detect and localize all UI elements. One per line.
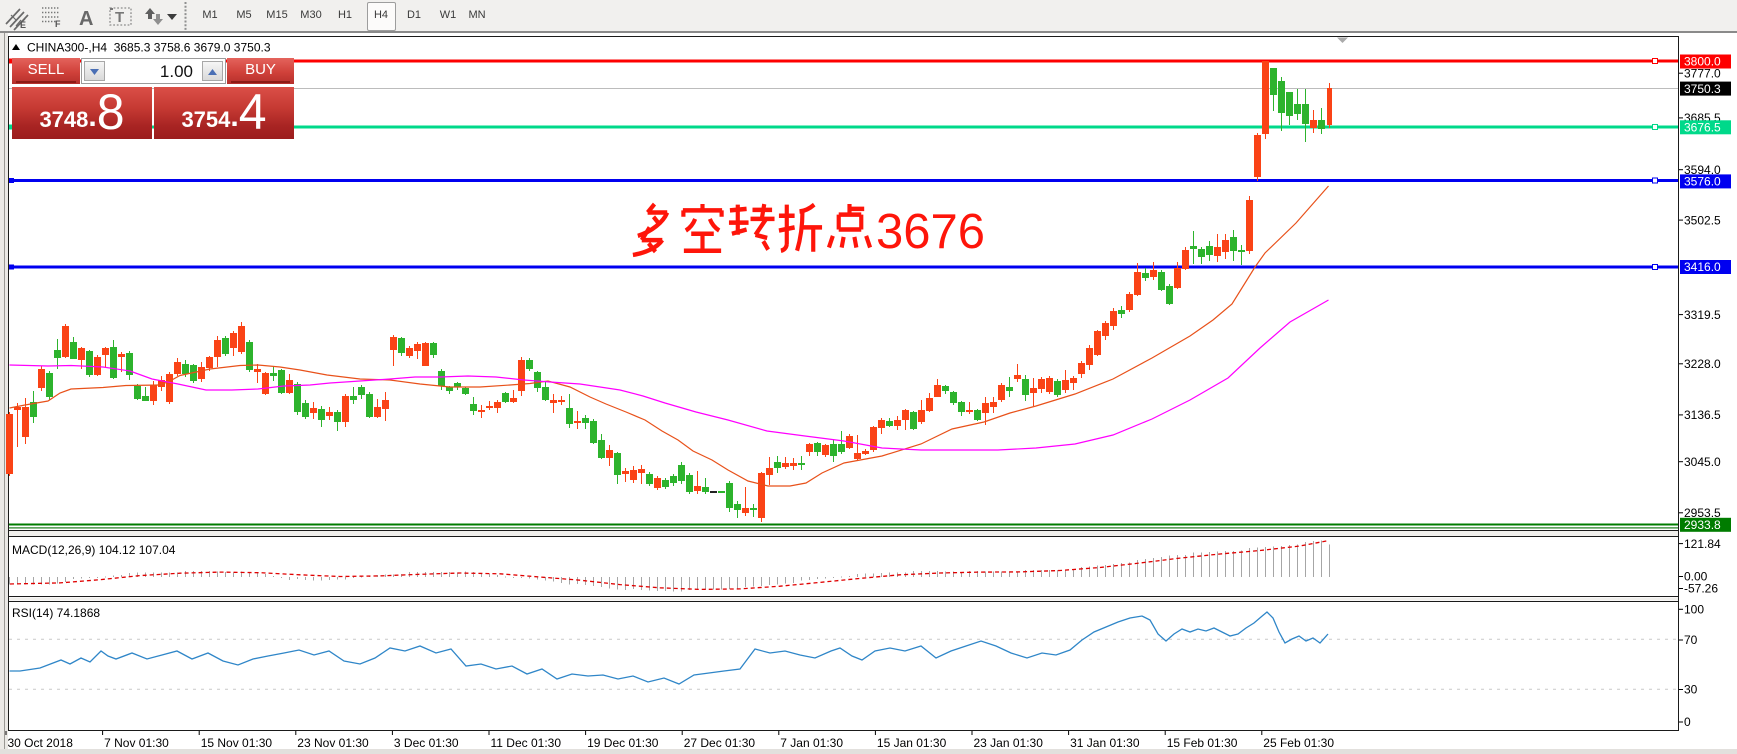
svg-text:3676.5: 3676.5 — [1684, 121, 1721, 135]
svg-text:11 Dec 01:30: 11 Dec 01:30 — [491, 736, 562, 750]
svg-text:3 Dec 01:30: 3 Dec 01:30 — [394, 736, 459, 750]
svg-text:27 Dec 01:30: 27 Dec 01:30 — [684, 736, 756, 750]
svg-text:RSI(14) 74.1868: RSI(14) 74.1868 — [12, 606, 100, 620]
svg-text:121.84: 121.84 — [1684, 537, 1721, 551]
svg-text:15 Feb 01:30: 15 Feb 01:30 — [1167, 736, 1238, 750]
svg-text:30 Oct 2018: 30 Oct 2018 — [8, 736, 74, 750]
svg-text:2933.8: 2933.8 — [1684, 518, 1721, 532]
svg-text:A: A — [79, 8, 93, 30]
svg-text:3800.0: 3800.0 — [1684, 55, 1721, 69]
svg-text:3319.5: 3319.5 — [1684, 308, 1721, 322]
svg-text:31 Jan 01:30: 31 Jan 01:30 — [1070, 736, 1140, 750]
svg-text:E: E — [20, 20, 26, 30]
svg-text:15 Jan 01:30: 15 Jan 01:30 — [877, 736, 947, 750]
svg-text:30: 30 — [1684, 683, 1698, 697]
svg-text:-57.26: -57.26 — [1684, 582, 1718, 596]
svg-text:3416.0: 3416.0 — [1684, 260, 1721, 274]
svg-text:0.00: 0.00 — [1684, 570, 1708, 584]
svg-text:19 Dec 01:30: 19 Dec 01:30 — [587, 736, 659, 750]
svg-text:70: 70 — [1684, 633, 1698, 647]
svg-text:3136.5: 3136.5 — [1684, 408, 1721, 422]
svg-text:MACD(12,26,9) 104.12 107.04: MACD(12,26,9) 104.12 107.04 — [12, 543, 176, 557]
svg-text:3676: 3676 — [876, 205, 985, 259]
svg-text:100: 100 — [1684, 603, 1704, 617]
svg-text:23 Nov 01:30: 23 Nov 01:30 — [297, 736, 369, 750]
svg-text:3228.0: 3228.0 — [1684, 357, 1721, 371]
svg-text:3750.3: 3750.3 — [1684, 82, 1721, 96]
svg-text:0: 0 — [1684, 715, 1691, 729]
svg-text:3594.0: 3594.0 — [1684, 163, 1721, 177]
svg-text:25 Feb 01:30: 25 Feb 01:30 — [1263, 736, 1334, 750]
svg-text:15 Nov 01:30: 15 Nov 01:30 — [201, 736, 273, 750]
svg-text:3576.0: 3576.0 — [1684, 175, 1721, 189]
svg-text:7 Nov 01:30: 7 Nov 01:30 — [104, 736, 169, 750]
svg-text:3502.5: 3502.5 — [1684, 213, 1721, 227]
svg-text:7 Jan 01:30: 7 Jan 01:30 — [780, 736, 843, 750]
svg-text:F: F — [55, 19, 61, 29]
svg-text:CHINA300-,H4 3685.3 3758.6 36: CHINA300-,H4 3685.3 3758.6 3679.0 3750.3 — [27, 41, 271, 55]
svg-text:3777.0: 3777.0 — [1684, 66, 1721, 80]
svg-text:23 Jan 01:30: 23 Jan 01:30 — [974, 736, 1044, 750]
svg-text:3045.0: 3045.0 — [1684, 455, 1721, 469]
svg-text:T: T — [115, 9, 124, 26]
svg-text:2953.5: 2953.5 — [1684, 506, 1721, 520]
